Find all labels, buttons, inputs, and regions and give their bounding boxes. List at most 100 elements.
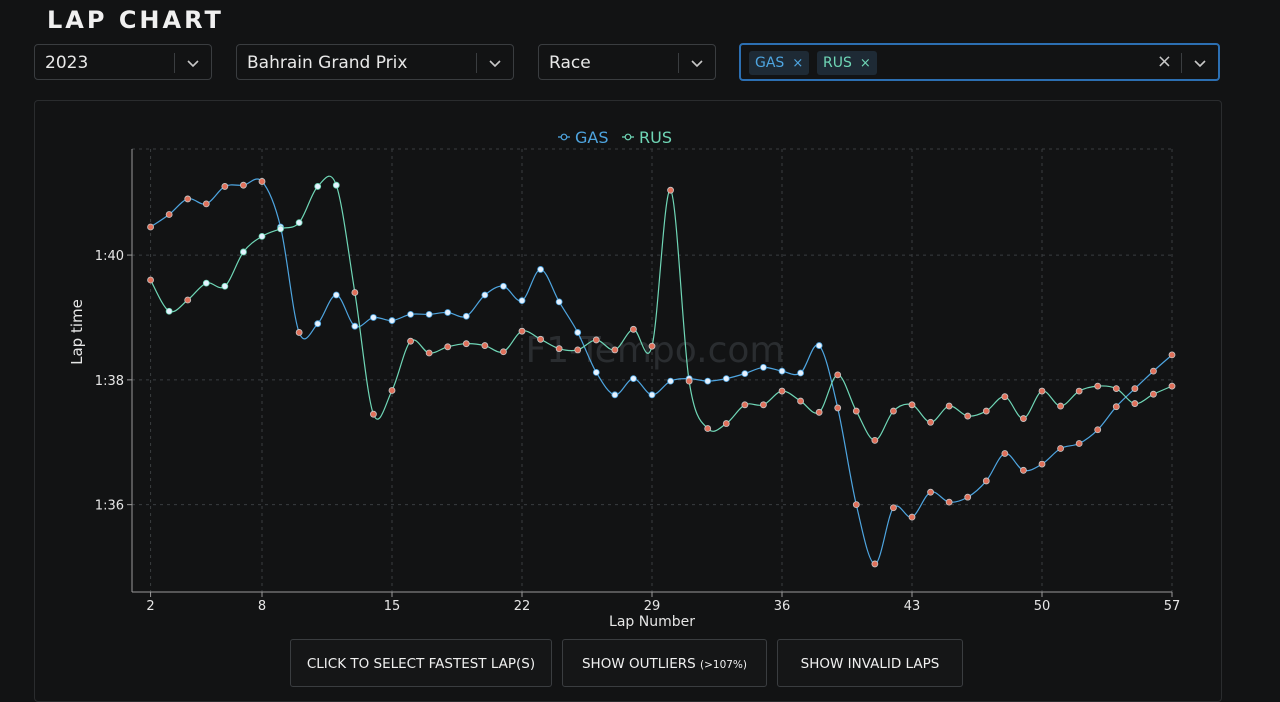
data-point-rus[interactable] bbox=[1150, 390, 1157, 398]
data-point-gas[interactable] bbox=[444, 309, 452, 316]
data-point-rus[interactable] bbox=[370, 410, 377, 418]
legend-label-rus[interactable]: RUS bbox=[639, 128, 672, 147]
data-point-rus[interactable] bbox=[240, 248, 247, 256]
data-point-rus[interactable] bbox=[1038, 387, 1046, 395]
data-point-rus[interactable] bbox=[165, 307, 173, 315]
data-point-gas[interactable] bbox=[147, 223, 154, 231]
data-point-rus[interactable] bbox=[425, 349, 433, 357]
data-point-rus[interactable] bbox=[351, 289, 359, 296]
data-point-rus[interactable] bbox=[332, 181, 340, 189]
data-point-rus[interactable] bbox=[462, 340, 470, 348]
data-point-gas[interactable] bbox=[1094, 426, 1102, 434]
data-point-rus[interactable] bbox=[1094, 382, 1102, 390]
year-select[interactable]: 2023 bbox=[34, 44, 212, 80]
data-point-rus[interactable] bbox=[518, 327, 526, 335]
data-point-gas[interactable] bbox=[1075, 440, 1083, 447]
data-point-gas[interactable] bbox=[537, 266, 544, 273]
data-point-gas[interactable] bbox=[945, 498, 953, 506]
data-point-rus[interactable] bbox=[500, 348, 507, 356]
data-point-rus[interactable] bbox=[741, 401, 749, 409]
data-point-gas[interactable] bbox=[1131, 385, 1139, 392]
data-point-gas[interactable] bbox=[184, 195, 192, 203]
data-point-gas[interactable] bbox=[462, 312, 470, 320]
data-point-gas[interactable] bbox=[240, 181, 247, 189]
data-point-rus[interactable] bbox=[982, 407, 990, 415]
data-point-gas[interactable] bbox=[555, 298, 563, 306]
data-point-rus[interactable] bbox=[927, 418, 934, 426]
data-point-rus[interactable] bbox=[258, 232, 266, 240]
data-point-rus[interactable] bbox=[221, 282, 229, 290]
data-point-gas[interactable] bbox=[630, 375, 637, 383]
data-point-rus[interactable] bbox=[704, 425, 712, 432]
data-point-rus[interactable] bbox=[722, 420, 730, 427]
data-point-gas[interactable] bbox=[797, 369, 804, 377]
data-point-rus[interactable] bbox=[407, 337, 414, 345]
data-point-gas[interactable] bbox=[890, 504, 897, 512]
data-point-gas[interactable] bbox=[1168, 351, 1176, 359]
chevron-down-icon[interactable] bbox=[687, 53, 707, 73]
show-outliers-button[interactable]: SHOW OUTLIERS (>107%) bbox=[562, 639, 767, 687]
remove-chip-icon[interactable]: × bbox=[792, 56, 804, 71]
data-point-rus[interactable] bbox=[834, 371, 842, 379]
data-point-rus[interactable] bbox=[908, 401, 916, 409]
data-point-gas[interactable] bbox=[388, 317, 396, 324]
data-point-gas[interactable] bbox=[1001, 450, 1009, 457]
data-point-gas[interactable] bbox=[1038, 460, 1046, 468]
data-point-gas[interactable] bbox=[704, 377, 712, 385]
chevron-down-icon[interactable] bbox=[183, 53, 203, 73]
data-point-gas[interactable] bbox=[852, 501, 860, 509]
data-point-rus[interactable] bbox=[760, 401, 767, 409]
data-point-gas[interactable] bbox=[667, 377, 674, 385]
data-point-gas[interactable] bbox=[425, 310, 433, 318]
data-point-rus[interactable] bbox=[147, 276, 154, 284]
data-point-gas[interactable] bbox=[760, 363, 767, 371]
data-point-gas[interactable] bbox=[741, 370, 749, 378]
clear-all-icon[interactable]: × bbox=[1156, 51, 1172, 72]
data-point-rus[interactable] bbox=[667, 186, 674, 194]
data-point-rus[interactable] bbox=[1112, 385, 1120, 392]
data-point-rus[interactable] bbox=[1001, 393, 1009, 401]
data-point-gas[interactable] bbox=[592, 368, 600, 376]
event-select[interactable]: Bahrain Grand Prix bbox=[236, 44, 514, 80]
data-point-gas[interactable] bbox=[1112, 403, 1120, 411]
chevron-down-icon[interactable] bbox=[485, 53, 505, 73]
data-point-gas[interactable] bbox=[165, 211, 173, 218]
data-point-rus[interactable] bbox=[574, 346, 582, 354]
data-point-rus[interactable] bbox=[388, 387, 396, 394]
data-point-rus[interactable] bbox=[648, 342, 656, 350]
data-point-rus[interactable] bbox=[202, 279, 210, 287]
data-point-gas[interactable] bbox=[295, 329, 303, 336]
data-point-rus[interactable] bbox=[314, 183, 322, 190]
data-point-gas[interactable] bbox=[611, 391, 619, 399]
data-point-rus[interactable] bbox=[815, 408, 823, 416]
remove-chip-icon[interactable]: × bbox=[859, 56, 871, 71]
data-point-rus[interactable] bbox=[685, 377, 693, 385]
data-point-gas[interactable] bbox=[982, 477, 990, 485]
data-point-rus[interactable] bbox=[277, 225, 284, 233]
data-point-rus[interactable] bbox=[797, 397, 804, 405]
data-point-gas[interactable] bbox=[332, 291, 340, 299]
data-point-rus[interactable] bbox=[444, 343, 452, 351]
data-point-rus[interactable] bbox=[1168, 382, 1176, 390]
data-point-gas[interactable] bbox=[927, 488, 934, 496]
data-point-gas[interactable] bbox=[778, 367, 786, 375]
data-point-gas[interactable] bbox=[351, 322, 359, 330]
data-point-rus[interactable] bbox=[592, 336, 600, 344]
data-point-gas[interactable] bbox=[518, 297, 526, 305]
data-point-gas[interactable] bbox=[1020, 466, 1027, 474]
data-point-gas[interactable] bbox=[314, 320, 322, 328]
data-point-rus[interactable] bbox=[1131, 400, 1139, 407]
data-point-gas[interactable] bbox=[202, 200, 210, 208]
data-point-rus[interactable] bbox=[871, 436, 879, 444]
data-point-rus[interactable] bbox=[945, 402, 953, 410]
data-point-gas[interactable] bbox=[722, 375, 730, 383]
data-point-rus[interactable] bbox=[1020, 415, 1027, 422]
data-point-gas[interactable] bbox=[964, 493, 972, 501]
show-invalid-laps-button[interactable]: SHOW INVALID LAPS bbox=[777, 639, 963, 687]
data-point-gas[interactable] bbox=[221, 183, 229, 190]
data-point-rus[interactable] bbox=[481, 342, 489, 349]
data-point-rus[interactable] bbox=[630, 325, 637, 333]
data-point-rus[interactable] bbox=[964, 412, 972, 420]
data-point-rus[interactable] bbox=[611, 346, 619, 354]
data-point-rus[interactable] bbox=[852, 407, 860, 415]
